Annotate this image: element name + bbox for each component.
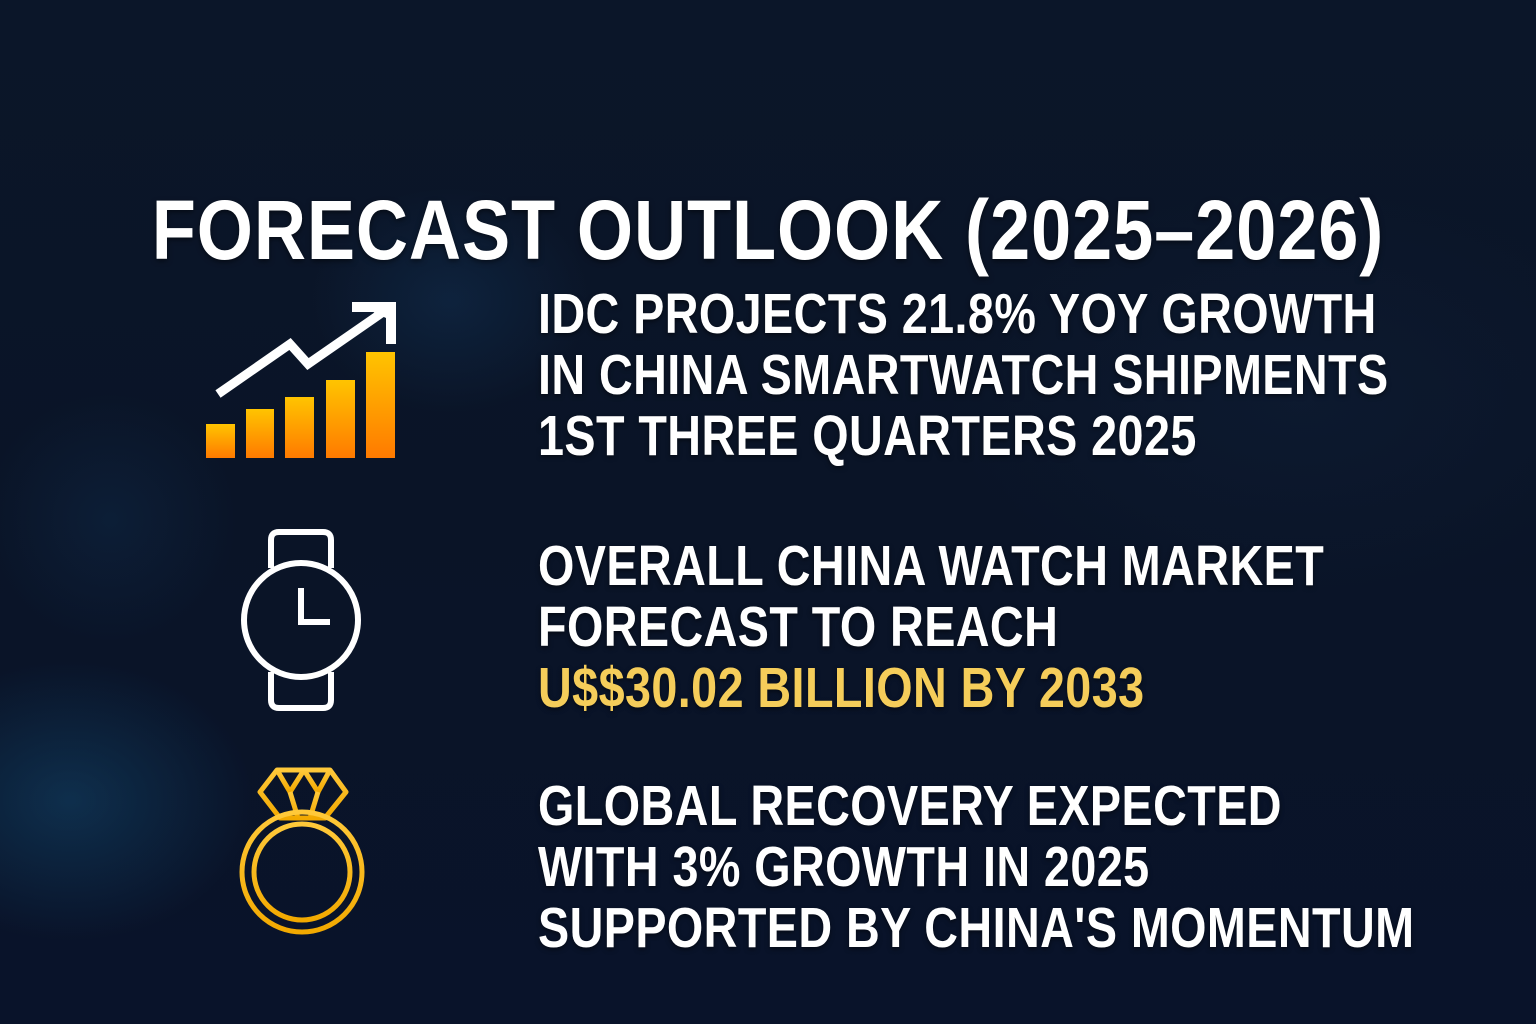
item-line: OVERALL CHINA WATCH MARKET — [538, 534, 1325, 598]
item-line: SUPPORTED BY CHINA'S MOMENTUM — [538, 896, 1415, 960]
watch-icon — [238, 528, 364, 712]
item-line: GLOBAL RECOVERY EXPECTED — [538, 774, 1282, 838]
item-text: OVERALL CHINA WATCH MARKET FORECAST TO R… — [538, 536, 1324, 719]
page-title: FORECAST OUTLOOK (2025–2026) — [151, 183, 1385, 278]
item-line: 1ST THREE QUARTERS 2025 — [538, 404, 1197, 468]
item-line: IDC PROJECTS 21.8% YOY GROWTH — [538, 282, 1377, 346]
item-text: IDC PROJECTS 21.8% YOY GROWTH IN CHINA S… — [538, 284, 1389, 467]
item-text: GLOBAL RECOVERY EXPECTED WITH 3% GROWTH … — [538, 776, 1414, 959]
diamond-ring-icon — [232, 764, 372, 944]
item-line: FORECAST TO REACH — [538, 595, 1059, 659]
item-line: WITH 3% GROWTH IN 2025 — [538, 835, 1150, 899]
item-line: IN CHINA SMARTWATCH SHIPMENTS — [538, 343, 1389, 407]
growth-chart-icon — [200, 292, 400, 462]
market-value-highlight: U$$30.02 BILLION BY 2033 — [538, 656, 1145, 720]
